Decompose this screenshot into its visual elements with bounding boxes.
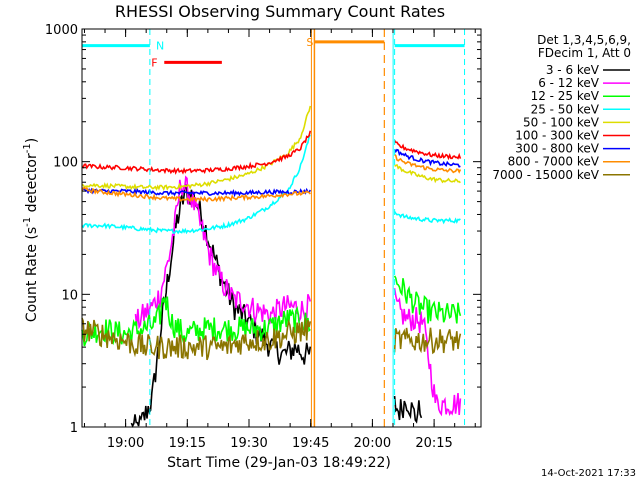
x-axis-label: Start Time (29-Jan-03 18:49:22) [167,455,391,471]
series-line-1-segment-0 [134,175,312,330]
legend-label-6: 300 - 800 keV [515,142,599,156]
legend-label-3: 25 - 50 keV [531,102,600,116]
series-line-5-segment-1 [393,139,462,161]
y-tick-label-0: 1 [70,421,78,436]
y-tick-label-1: 10 [61,288,78,303]
legend-label-2: 12 - 25 keV [531,89,600,103]
series-line-4-segment-0 [81,105,312,192]
series-6-12keV [134,175,462,417]
legend-label-8: 7000 - 15000 keV [492,168,599,182]
series-line-3-segment-1 [393,211,461,225]
series-line-7-segment-1 [394,153,462,174]
legend-label-7: 800 - 7000 keV [508,155,600,169]
series-line-8-segment-0 [81,317,312,361]
y-axis-label-sup2: -1 [22,143,33,153]
series-line-3-segment-0 [81,134,311,235]
x-tick-label-4: 20:00 [354,436,391,451]
y-axis-label-main: Count Rate (s [24,227,40,322]
series-line-5-segment-0 [81,130,312,175]
series-50-100keV [81,105,461,192]
series-line-7-segment-0 [81,186,311,203]
x-tick-label-1: 19:15 [169,436,206,451]
flare-label: F [151,56,157,69]
series-12-25keV [81,275,462,347]
y-axis-label-mid: detector [24,153,40,217]
annotation-layer: NF S [82,29,466,427]
series-layer [81,105,462,428]
series-300-800keV [81,148,461,198]
legend-label-0: 3 - 6 keV [546,63,600,77]
series-7000-15000keV [81,317,462,361]
axis-layer: 19:00 19:15 19:30 19:45 20:00 20:15 1 10 100 1000 [45,23,481,451]
y-axis-label-end: ) [24,138,40,143]
series-line-8-segment-1 [393,327,462,355]
x-tick-label-2: 19:30 [230,436,267,451]
x-tick-label-0: 19:00 [107,436,144,451]
plot-frame [81,28,482,428]
y-axis-label: Count Rate (s-1 detector-1) [22,138,40,322]
series-line-2-segment-0 [81,296,311,347]
x-tick-label-5: 20:15 [415,436,452,451]
series-100-300keV [81,130,462,175]
series-line-0-segment-1 [393,395,423,424]
legend-label-4: 50 - 100 keV [523,115,600,129]
legend-label-1: 6 - 12 keV [538,76,600,90]
series-3-6keV [130,184,423,428]
series-800-7000keV [81,153,462,203]
series-line-4-segment-1 [394,163,461,184]
series-line-6-segment-1 [393,148,461,168]
y-tick-label-2: 100 [53,156,78,171]
legend: Det 1,3,4,5,6,9, FDecim 1, Att 0 3 - 6 k… [492,33,631,182]
series-line-0-segment-0 [130,184,312,428]
legend-header-line-1: Det 1,3,4,5,6,9, [537,33,631,47]
series-25-50keV [81,134,461,235]
legend-header-line-2: FDecim 1, Att 0 [538,46,631,60]
chart-title: RHESSI Observing Summary Count Rates [115,2,445,21]
y-axis-label-sup1: -1 [22,217,33,227]
night-label: N [156,40,164,53]
y-tick-label-3: 1000 [45,23,78,38]
x-tick-label-3: 19:45 [292,436,329,451]
series-line-1-segment-1 [393,288,462,417]
saa-label: S [306,36,313,49]
legend-label-5: 100 - 300 keV [515,129,599,143]
series-line-6-segment-0 [81,187,312,198]
footer-date: 14-Oct-2021 17:33 [541,468,636,479]
series-line-2-segment-1 [393,275,462,324]
